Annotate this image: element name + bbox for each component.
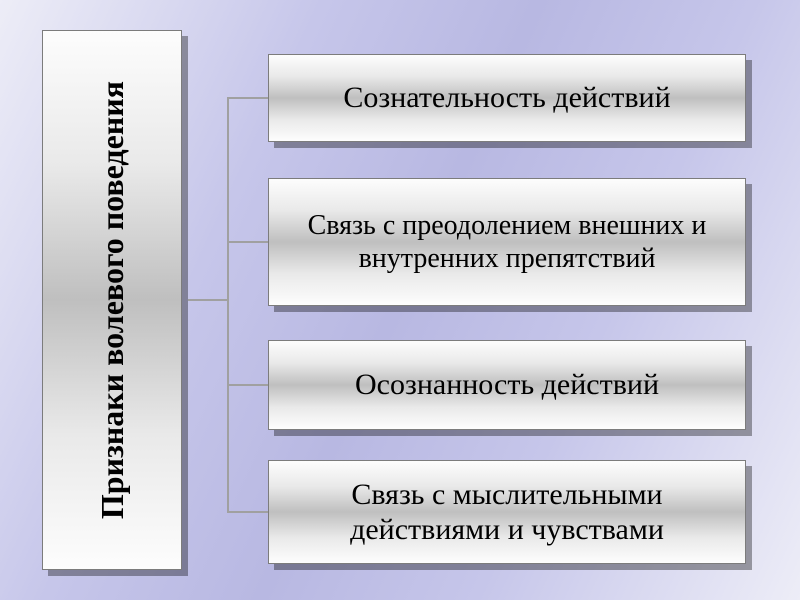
main-title-box: Признаки волевого поведения [42,30,182,570]
slide: Признаки волевого поведения Сознательнос… [0,0,800,600]
item-box: Связь с мыслительными действиями и чувст… [268,460,746,564]
item-text: Связь с мыслительными действиями и чувст… [283,477,731,548]
item-box: Осознанность действий [268,340,746,430]
item-text: Сознательность действий [343,80,670,115]
main-title-text: Признаки волевого поведения [94,81,131,519]
item-box: Сознательность действий [268,54,746,142]
item-text: Осознанность действий [355,367,659,402]
item-box: Связь с преодолением внешних и внутренни… [268,178,746,306]
item-text: Связь с преодолением внешних и внутренни… [283,209,731,275]
